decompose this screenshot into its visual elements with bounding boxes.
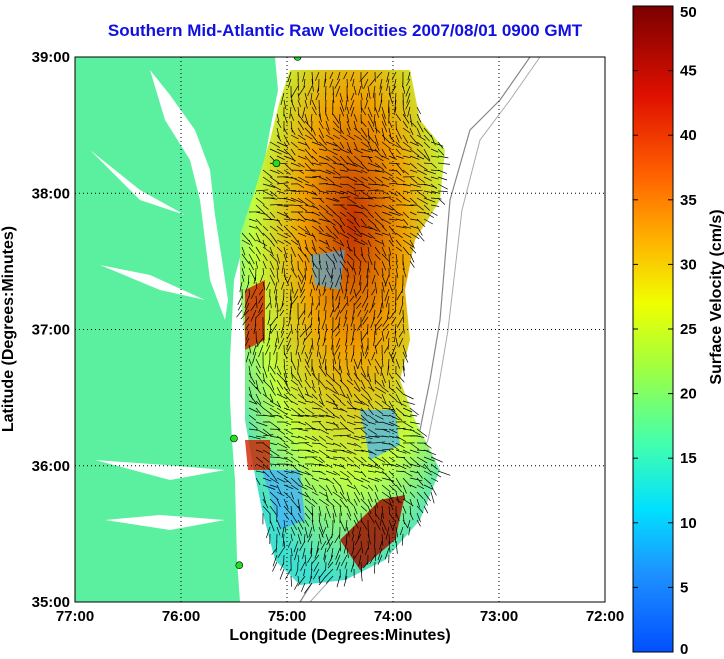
- x-tick-label: 75:00: [268, 608, 306, 625]
- x-tick-label: 74:00: [374, 608, 412, 625]
- x-tick-label: 72:00: [586, 608, 624, 625]
- x-tick-label: 76:00: [162, 608, 200, 625]
- colorbar-tick-label: 0: [680, 641, 688, 658]
- x-tick-label: 77:00: [56, 608, 94, 625]
- colorbar-tick-label: 50: [680, 4, 697, 21]
- x-axis-ticks: 77:00 76:00 75:00 74:00 73:00 72:00: [56, 608, 624, 625]
- colorbar-tick-label: 20: [680, 386, 697, 403]
- radar-station-marker: [272, 159, 281, 168]
- colorbar-tick-label: 30: [680, 256, 697, 273]
- colorbar-label: Surface Velocity (cm/s): [708, 209, 724, 384]
- y-tick-label: 37:00: [32, 322, 70, 339]
- y-axis-ticks: 35:00 36:00 37:00 38:00 39:00: [32, 49, 70, 611]
- radar-station-marker: [293, 57, 302, 61]
- velocity-arrows: [236, 71, 451, 594]
- y-tick-label: 36:00: [32, 458, 70, 475]
- colorbar-ticks: 0 5 10 15 20 25 30 35 40 45 50: [633, 4, 697, 658]
- x-axis-label: Longitude (Degrees:Minutes): [229, 627, 450, 644]
- colorbar-tick-label: 25: [680, 321, 697, 338]
- colorbar-tick-label: 40: [680, 127, 697, 144]
- plot-frame: [74, 56, 606, 603]
- grid-lines: [75, 57, 605, 602]
- colorbar-tick-label: 5: [680, 579, 688, 596]
- colorbar-tick-label: 35: [680, 192, 697, 209]
- y-tick-label: 35:00: [32, 594, 70, 611]
- velocity-field: [240, 70, 445, 585]
- map-area: [75, 57, 605, 602]
- radar-station-marker: [230, 434, 238, 443]
- colorbar-tick-label: 10: [680, 515, 697, 532]
- colorbar: [632, 5, 674, 653]
- radar-station-marker: [235, 561, 244, 570]
- map-title: Southern Mid-Atlantic Raw Velocities 200…: [107, 21, 583, 40]
- x-tick-label: 73:00: [480, 608, 518, 625]
- colorbar-tick-label: 45: [680, 63, 697, 80]
- y-tick-label: 39:00: [32, 49, 70, 66]
- y-axis-label: Latitude (Degrees:Minutes): [0, 226, 17, 432]
- colorbar-tick-label: 15: [680, 450, 697, 467]
- radar-stations: [230, 57, 302, 570]
- y-tick-label: 38:00: [32, 185, 70, 202]
- bay: [150, 70, 228, 320]
